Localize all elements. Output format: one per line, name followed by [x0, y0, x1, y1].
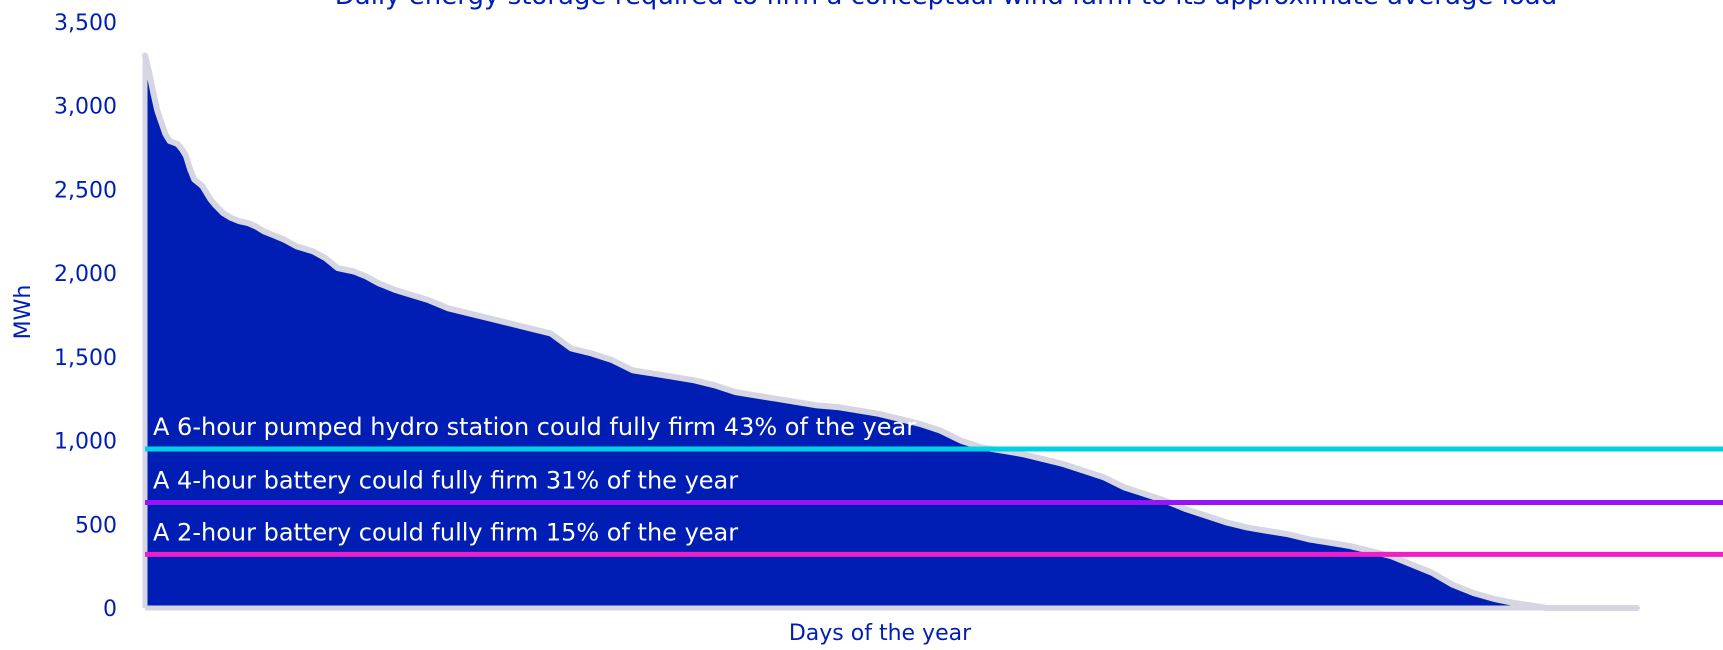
chart-title: Daily energy storage required to firm a … — [335, 0, 1557, 11]
y-axis: 0 500 1,000 1,500 2,000 2,500 3,000 3,500 — [54, 11, 117, 622]
reference-lines: A 6-hour pumped hydro station could full… — [145, 413, 1723, 557]
y-axis-label: MWh — [11, 285, 36, 340]
y-tick-label: 1,500 — [54, 346, 117, 371]
y-tick-label: 500 — [75, 513, 117, 538]
area-series-0-outline — [142, 52, 1640, 611]
y-tick-label: 3,500 — [54, 11, 117, 36]
y-tick-label: 1,000 — [54, 430, 117, 455]
reference-line-label-2: A 2-hour battery could fully firm 15% of… — [153, 518, 738, 546]
y-tick-label: 0 — [103, 597, 117, 622]
plot-area — [142, 52, 1640, 611]
reference-line-label-1: A 4-hour battery could fully firm 31% of… — [153, 467, 738, 495]
x-axis-label: Days of the year — [789, 621, 972, 646]
y-tick-label: 2,000 — [54, 262, 117, 287]
reference-line-label-0: A 6-hour pumped hydro station could full… — [153, 413, 916, 441]
y-tick-label: 3,000 — [54, 95, 117, 120]
area-series-0-fill — [145, 55, 1637, 608]
y-tick-label: 2,500 — [54, 178, 117, 203]
